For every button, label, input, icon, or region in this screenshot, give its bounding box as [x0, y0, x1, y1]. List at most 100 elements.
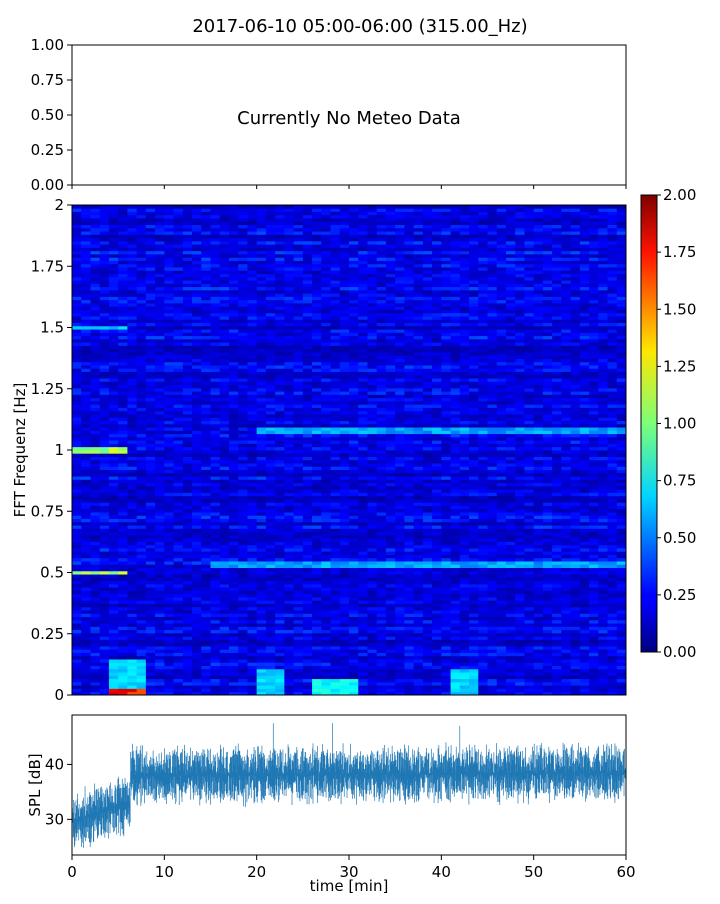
spectrogram-cell — [580, 437, 590, 441]
spectrogram-cell — [515, 479, 525, 483]
spectrogram-cell — [608, 519, 618, 523]
spectrogram-cell — [506, 587, 516, 591]
spectrogram-cell — [201, 486, 211, 490]
spectrogram-cell — [395, 587, 405, 591]
spectrogram-cell — [367, 453, 377, 457]
spectrogram-cell — [331, 577, 341, 581]
spectrogram-cell — [441, 561, 451, 565]
spectrogram-cell — [478, 440, 488, 444]
spectrogram-cell — [571, 623, 581, 627]
spectrogram-cell — [257, 682, 267, 686]
spectrogram-cell — [118, 466, 128, 470]
spectrogram-cell — [174, 496, 184, 500]
spectrogram-cell — [90, 463, 100, 467]
spectrogram-cell — [358, 574, 368, 578]
spectrogram-cell — [598, 473, 608, 477]
spectrogram-cell — [423, 653, 433, 657]
spectrogram-cell — [358, 453, 368, 457]
spectrogram-cell — [127, 551, 137, 555]
spectrogram-cell — [617, 685, 627, 689]
spectrogram-cell — [386, 604, 396, 608]
spectrogram-cell — [192, 662, 202, 666]
spectrogram-cell — [571, 617, 581, 621]
spectrogram-cell — [534, 545, 544, 549]
spectrogram-cell — [81, 535, 91, 539]
spectrogram-cell — [469, 590, 479, 594]
spectrogram-cell — [488, 512, 498, 516]
spectrogram-cell — [229, 427, 239, 431]
spectrogram-cell — [312, 479, 322, 483]
spectrogram-cell — [192, 538, 202, 542]
spectrogram-cell — [571, 551, 581, 555]
spectrogram-cell — [155, 561, 165, 565]
spectrogram-cell — [72, 626, 82, 630]
spectrogram-cell — [469, 617, 479, 621]
spectrogram-cell — [432, 483, 442, 487]
spectrogram-cell — [377, 594, 387, 598]
spectrogram-cell — [571, 597, 581, 601]
spectrogram-cell — [164, 656, 174, 660]
spectrogram-cell — [497, 669, 507, 673]
spectrogram-cell — [608, 636, 618, 640]
spectrogram-cell — [488, 666, 498, 670]
spectrogram-cell — [220, 535, 230, 539]
spectrogram-cell — [358, 473, 368, 477]
spectrogram-cell — [506, 626, 516, 630]
spectrogram-cell — [506, 457, 516, 461]
spectrogram-cell — [90, 447, 100, 451]
spectrogram-cell — [561, 626, 571, 630]
spectrogram-cell — [534, 476, 544, 480]
spectrogram-cell — [414, 666, 424, 670]
spectrogram-cell — [460, 437, 470, 441]
spectrogram-cell — [386, 548, 396, 552]
spectrogram-cell — [506, 427, 516, 431]
spectrogram-cell — [340, 675, 350, 679]
spectrogram-cell — [552, 636, 562, 640]
spectrogram-cell — [127, 555, 137, 559]
spectrogram-cell — [608, 597, 618, 601]
spectrogram-cell — [617, 538, 627, 542]
spectrogram-cell — [174, 492, 184, 496]
spectrogram-cell — [331, 688, 341, 692]
spectrogram-cell — [432, 604, 442, 608]
spectrogram-cell — [220, 656, 230, 660]
spectrogram-cell — [441, 479, 451, 483]
spectrogram-cell — [321, 486, 331, 490]
spectrogram-cell — [201, 646, 211, 650]
spectrogram-cell — [377, 649, 387, 653]
spectrogram-cell — [247, 502, 257, 506]
spectrogram-cell — [155, 499, 165, 503]
spectrogram-cell — [90, 532, 100, 536]
spectrogram-cell — [386, 597, 396, 601]
spectrogram-cell — [423, 434, 433, 438]
spectrogram-cell — [506, 653, 516, 657]
spectrogram-cell — [81, 443, 91, 447]
spectrogram-cell — [617, 646, 627, 650]
spectrogram-cell — [183, 483, 193, 487]
spectrogram-cell — [441, 666, 451, 670]
spectrogram-cell — [90, 685, 100, 689]
spectrogram-cell — [331, 666, 341, 670]
spectrogram-cell — [488, 430, 498, 434]
spectrogram-cell — [488, 590, 498, 594]
spectrogram-cell — [561, 437, 571, 441]
spectrogram-cell — [137, 571, 147, 575]
spectrogram-cell — [72, 581, 82, 585]
spectrogram-cell — [294, 685, 304, 689]
spectrogram-cell — [598, 447, 608, 451]
spectrogram-cell — [367, 688, 377, 692]
spectrogram-cell — [312, 577, 322, 581]
spectrogram-cell — [432, 519, 442, 523]
spectrogram-cell — [506, 499, 516, 503]
spectrogram-cell — [211, 633, 221, 637]
spectrogram-cell — [386, 653, 396, 657]
spectrogram-cell — [109, 447, 119, 451]
spectrogram-cell — [571, 519, 581, 523]
spectrogram-cell — [294, 460, 304, 464]
spectrogram-cell — [608, 568, 618, 572]
spectrogram-cell — [561, 590, 571, 594]
spectrogram-cell — [229, 613, 239, 617]
spectrogram-cell — [589, 476, 599, 480]
spectrogram-cell — [460, 489, 470, 493]
spectrogram-cell — [146, 528, 156, 532]
